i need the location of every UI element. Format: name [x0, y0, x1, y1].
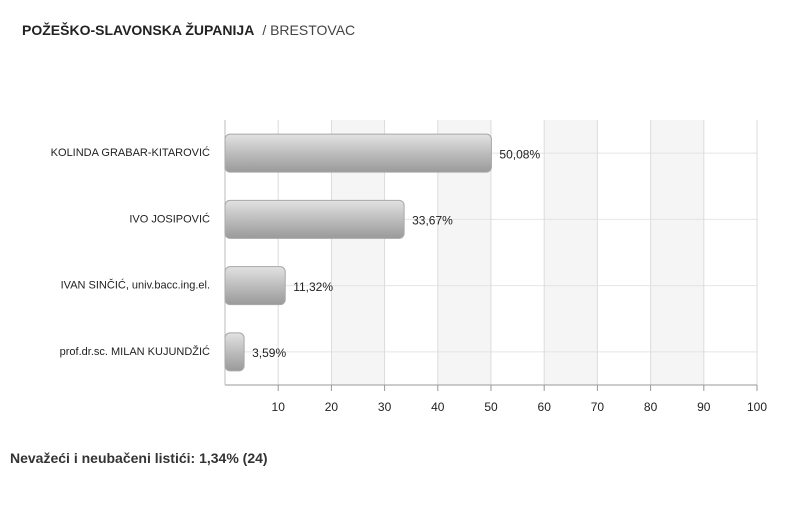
x-tick-label: 20 — [325, 400, 339, 414]
grid-band — [331, 120, 385, 385]
bar — [224, 133, 492, 173]
bar — [224, 266, 286, 306]
chart-subtitle[interactable]: / BRESTOVAC — [262, 22, 356, 38]
grid-band — [437, 120, 491, 385]
invalid-ballots-note: Nevažeći i neubačeni listići: 1,34% (24) — [10, 450, 268, 466]
chart-title: POŽEŠKO-SLAVONSKA ŽUPANIJA — [22, 22, 255, 38]
value-label: 11,32% — [293, 280, 333, 294]
value-label: 33,67% — [412, 214, 453, 228]
x-tick-label: 100 — [747, 400, 767, 414]
grid-band — [650, 120, 704, 385]
x-tick-label: 80 — [644, 400, 658, 414]
x-tick-label: 90 — [697, 400, 711, 414]
grid-band — [544, 120, 598, 385]
bar — [224, 199, 405, 239]
breadcrumb: POŽEŠKO-SLAVONSKA ŽUPANIJA / BRESTOVAC — [22, 22, 355, 38]
x-tick-label: 70 — [591, 400, 605, 414]
x-tick-label: 30 — [378, 400, 392, 414]
value-label: 50,08% — [499, 147, 540, 161]
value-label: 3,59% — [252, 346, 286, 360]
category-label: IVAN SINČIĆ, univ.bacc.ing.el. — [61, 279, 210, 292]
x-tick-label: 40 — [431, 400, 445, 414]
x-tick-label: 10 — [272, 400, 286, 414]
bar — [224, 332, 245, 372]
category-label: IVO JOSIPOVIĆ — [129, 212, 210, 225]
category-label: KOLINDA GRABAR-KITAROVIĆ — [51, 146, 210, 159]
category-label: prof.dr.sc. MILAN KUJUNDŽIĆ — [60, 345, 210, 358]
x-tick-label: 50 — [484, 400, 498, 414]
x-tick-label: 60 — [538, 400, 552, 414]
